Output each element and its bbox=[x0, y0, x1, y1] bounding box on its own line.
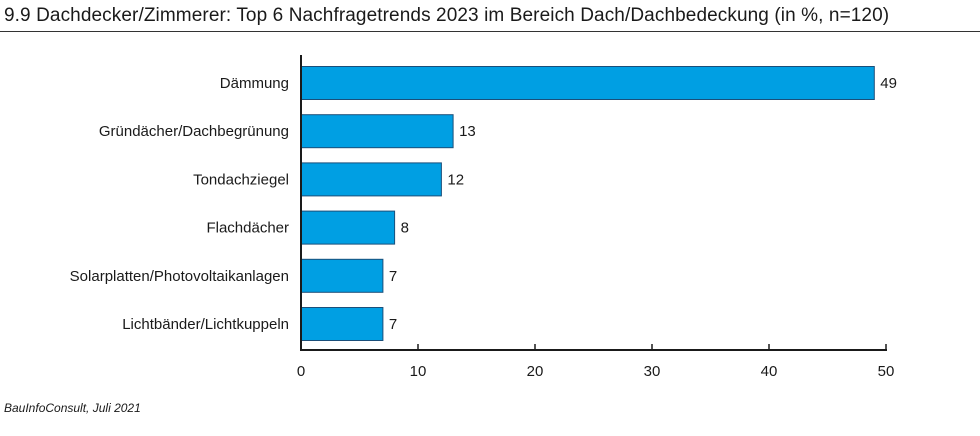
x-axis: 0 10 20 30 40 50 bbox=[297, 55, 895, 380]
x-tick-label-1: 10 bbox=[410, 363, 427, 380]
category-label-4: Solarplatten/Photovoltaikanlagen bbox=[70, 268, 289, 285]
category-label-1: Gründächer/Dachbegrünung bbox=[99, 123, 289, 140]
bar-2 bbox=[300, 162, 442, 197]
data-label-4: 7 bbox=[389, 268, 397, 285]
x-tick-label-0: 0 bbox=[297, 363, 305, 380]
data-label-1: 13 bbox=[459, 123, 476, 140]
x-tick-label-4: 40 bbox=[761, 363, 778, 380]
bar-0 bbox=[300, 66, 875, 100]
title-rule bbox=[0, 31, 980, 32]
category-label-2: Tondachziegel bbox=[193, 171, 289, 188]
x-tick-label-5: 50 bbox=[878, 363, 895, 380]
bar-5 bbox=[300, 307, 384, 341]
bar-1 bbox=[300, 114, 454, 149]
category-label-0: Dämmung bbox=[220, 75, 289, 92]
data-label-2: 12 bbox=[447, 171, 464, 188]
chart-title: 9.9 Dachdecker/Zimmerer: Top 6 Nachfrage… bbox=[4, 5, 890, 26]
source-note: BauInfoConsult, Juli 2021 bbox=[4, 401, 141, 415]
bars-group: Dämmung 49 Gründächer/Dachbegrünung 13 Tonda… bbox=[70, 66, 897, 341]
data-label-5: 7 bbox=[389, 316, 397, 333]
x-tick-label-2: 20 bbox=[527, 363, 544, 380]
category-label-3: Flachdächer bbox=[206, 220, 289, 237]
category-label-5: Lichtbänder/Lichtkuppeln bbox=[122, 316, 289, 333]
bar-4 bbox=[300, 258, 384, 293]
data-label-0: 49 bbox=[880, 75, 897, 92]
x-tick-label-3: 30 bbox=[644, 363, 661, 380]
data-label-3: 8 bbox=[401, 220, 409, 237]
bar-3 bbox=[300, 210, 396, 245]
